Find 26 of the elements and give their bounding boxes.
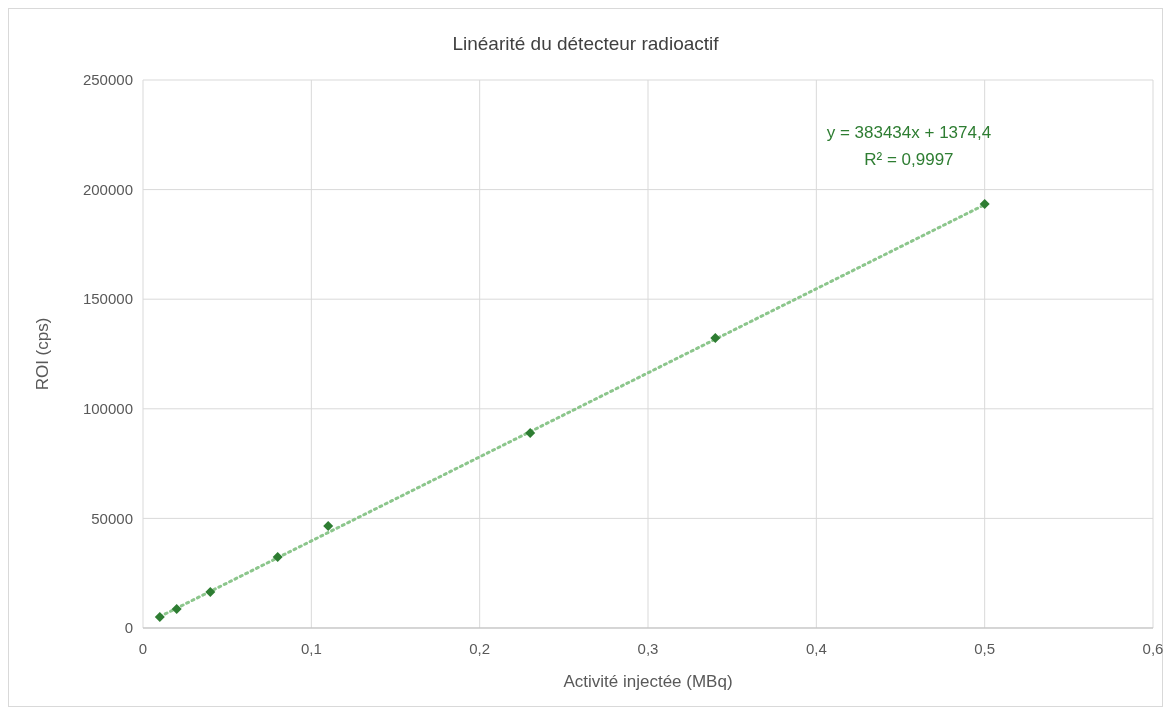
y-tick-label: 250000 (82, 71, 133, 89)
point (979, 199, 990, 210)
y-tick-label: 150000 (82, 290, 133, 308)
x-tick-label: 0,6 (1142, 640, 1164, 657)
x-tick-label: 0,1 (300, 640, 322, 657)
point (323, 521, 334, 532)
x-tick-label: 0,5 (974, 640, 996, 657)
x-axis-title: Activité injectée (MBq) (563, 672, 733, 691)
annotation: y = 383434x + 1374,4 (826, 123, 992, 142)
x-tick-label: 0,2 (469, 640, 491, 657)
x-tick-label: 0 (138, 640, 148, 657)
point (272, 551, 283, 562)
point (154, 612, 165, 623)
y-axis-title: ROI (cps) (33, 317, 52, 391)
point (710, 333, 721, 343)
chart-title: Linéarité du détecteur radioactif (452, 33, 720, 54)
point (171, 603, 182, 614)
y-tick-label: 0 (124, 619, 133, 637)
annotation: R² = 0,9997 (864, 150, 954, 169)
point (205, 587, 216, 598)
y-tick-label: 100000 (82, 400, 133, 418)
x-tick-label: 0,3 (637, 640, 659, 657)
y-tick-label: 50000 (91, 509, 133, 527)
x-tick-label: 0,4 (805, 640, 827, 657)
y-tick-label: 200000 (82, 180, 133, 198)
point (525, 427, 536, 438)
